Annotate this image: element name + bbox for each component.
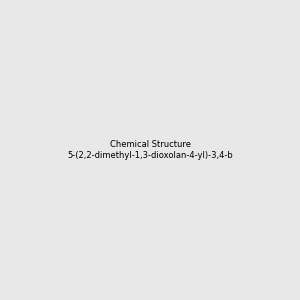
- Text: Chemical Structure
5-(2,2-dimethyl-1,3-dioxolan-4-yl)-3,4-b: Chemical Structure 5-(2,2-dimethyl-1,3-d…: [67, 140, 233, 160]
